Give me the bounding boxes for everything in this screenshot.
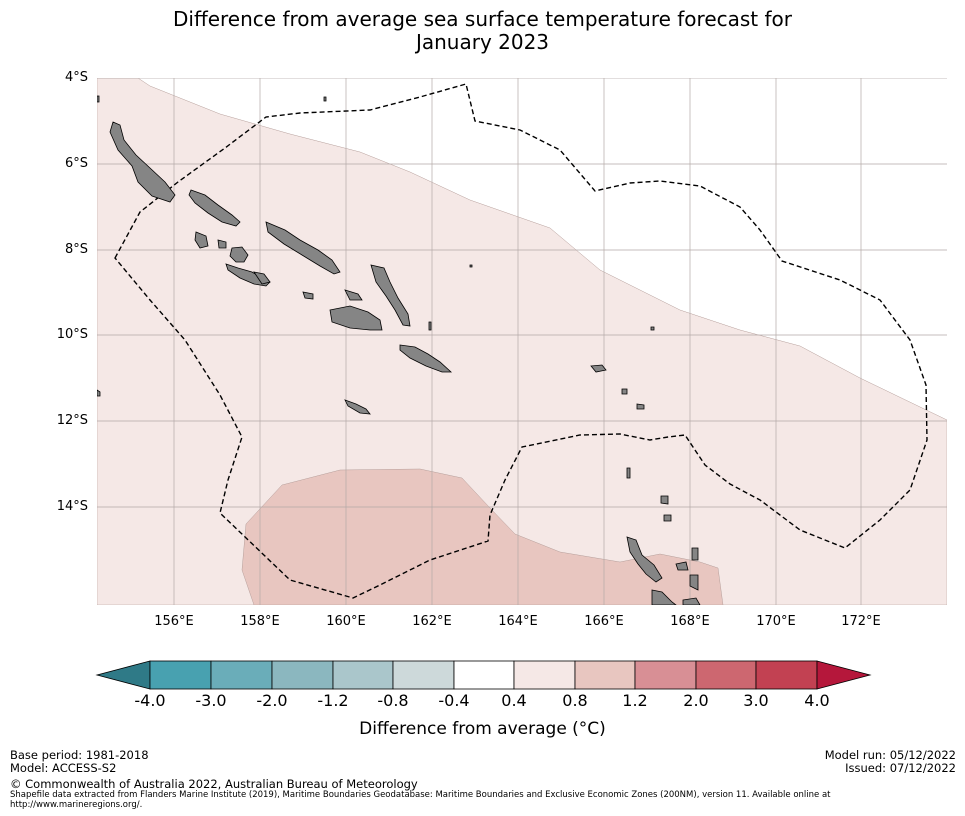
lat-label-10s: 10°S: [56, 327, 88, 342]
colorbar-tick-5: -0.8: [377, 691, 409, 710]
island-guadalcanal: [329, 305, 383, 331]
island-malaita: [370, 264, 411, 327]
islet-1: [323, 96, 327, 102]
island-rennell: [344, 399, 371, 415]
island-choiseul: [188, 189, 241, 227]
eez-boundary-solomon: [114, 83, 928, 599]
issued-text: Issued: 07/12/2022: [845, 761, 956, 775]
chart-title: Difference from average sea surface temp…: [0, 8, 965, 54]
model-run-text: Model run: 05/12/2022: [824, 748, 956, 762]
island-utupua: [636, 403, 645, 410]
anomaly-region-0-8-1-2: [241, 468, 724, 605]
anomaly-region-0-4-0-8: [97, 78, 947, 605]
lon-label-166e: 166°E: [584, 614, 624, 629]
colorbar-tick-12: 4.0: [804, 691, 830, 710]
colorbar-tick-3: -2.0: [256, 691, 288, 710]
lon-label-156e: 156°E: [154, 614, 194, 629]
lon-label-170e: 170°E: [756, 614, 796, 629]
lat-label-14s: 14°S: [56, 499, 88, 514]
lat-label-8s: 8°S: [64, 242, 88, 257]
shapefile-note: Shapefile data extracted from Flanders M…: [10, 790, 831, 810]
lon-label-172e: 172°E: [841, 614, 881, 629]
colorbar-tick-11: 3.0: [743, 691, 769, 710]
colorbar-tick-9: 1.2: [622, 691, 648, 710]
colorbar-tick-4: -1.2: [317, 691, 349, 710]
land-masses: [97, 95, 701, 605]
base-period-text: Base period: 1981-2018: [10, 748, 149, 762]
island-vanuatu-east-3: [691, 547, 699, 561]
island-russell: [302, 291, 314, 300]
lat-label-12s: 12°S: [56, 413, 88, 428]
lon-label-160e: 160°E: [326, 614, 366, 629]
island-new-georgia-main: [225, 263, 271, 287]
model-text: Model: ACCESS-S2: [10, 761, 117, 775]
island-santa-cruz-ndeni: [590, 364, 607, 373]
island-santa-isabel: [265, 221, 341, 275]
copyright-text: © Commonwealth of Australia 2022, Austra…: [10, 777, 418, 791]
lon-label-162e: 162°E: [412, 614, 452, 629]
colorbar-tick-7: 0.4: [501, 691, 527, 710]
lon-label-164e: 164°E: [498, 614, 538, 629]
title-line-1: Difference from average sea surface temp…: [172, 7, 792, 31]
lat-label-6s: 6°S: [64, 156, 88, 171]
island-vanuatu-small-2: [663, 514, 672, 522]
colorbar-tick-6: -0.4: [438, 691, 470, 710]
islet-5: [428, 321, 432, 331]
colorbar-tick-2: -3.0: [195, 691, 227, 710]
gridlines: [97, 78, 947, 605]
island-new-georgia: [194, 231, 209, 249]
island-vanuatu-east-2: [689, 574, 699, 591]
island-ambae: [682, 597, 701, 605]
lon-label-158e: 158°E: [240, 614, 280, 629]
lon-label-168e: 168°E: [670, 614, 710, 629]
colorbar-tick-10: 2.0: [683, 691, 709, 710]
island-vanuatu-east-1: [675, 561, 689, 571]
island-west-edge-2: [97, 389, 101, 397]
lat-label-4s: 4°S: [64, 70, 88, 85]
island-kolombangara: [229, 246, 249, 263]
colorbar-tick-1: -4.0: [134, 691, 166, 710]
island-espiritu-santo: [626, 536, 663, 583]
colorbar-tick-8: 0.8: [562, 691, 588, 710]
island-bougainville: [109, 121, 176, 203]
island-malakula: [651, 589, 677, 605]
islet-3: [650, 326, 655, 331]
islet-2: [469, 264, 473, 268]
island-vanuatu-small-1: [660, 495, 669, 505]
island-florida: [344, 289, 363, 301]
island-rendova: [253, 271, 271, 285]
island-vella-lavella: [217, 239, 227, 249]
title-line-2: January 2023: [415, 30, 550, 54]
islet-4: [626, 467, 631, 479]
colorbar-label: Difference from average (°C): [359, 719, 606, 739]
island-vanikoro: [621, 388, 628, 395]
island-makira: [399, 344, 453, 373]
island-west-edge-1: [97, 95, 100, 103]
